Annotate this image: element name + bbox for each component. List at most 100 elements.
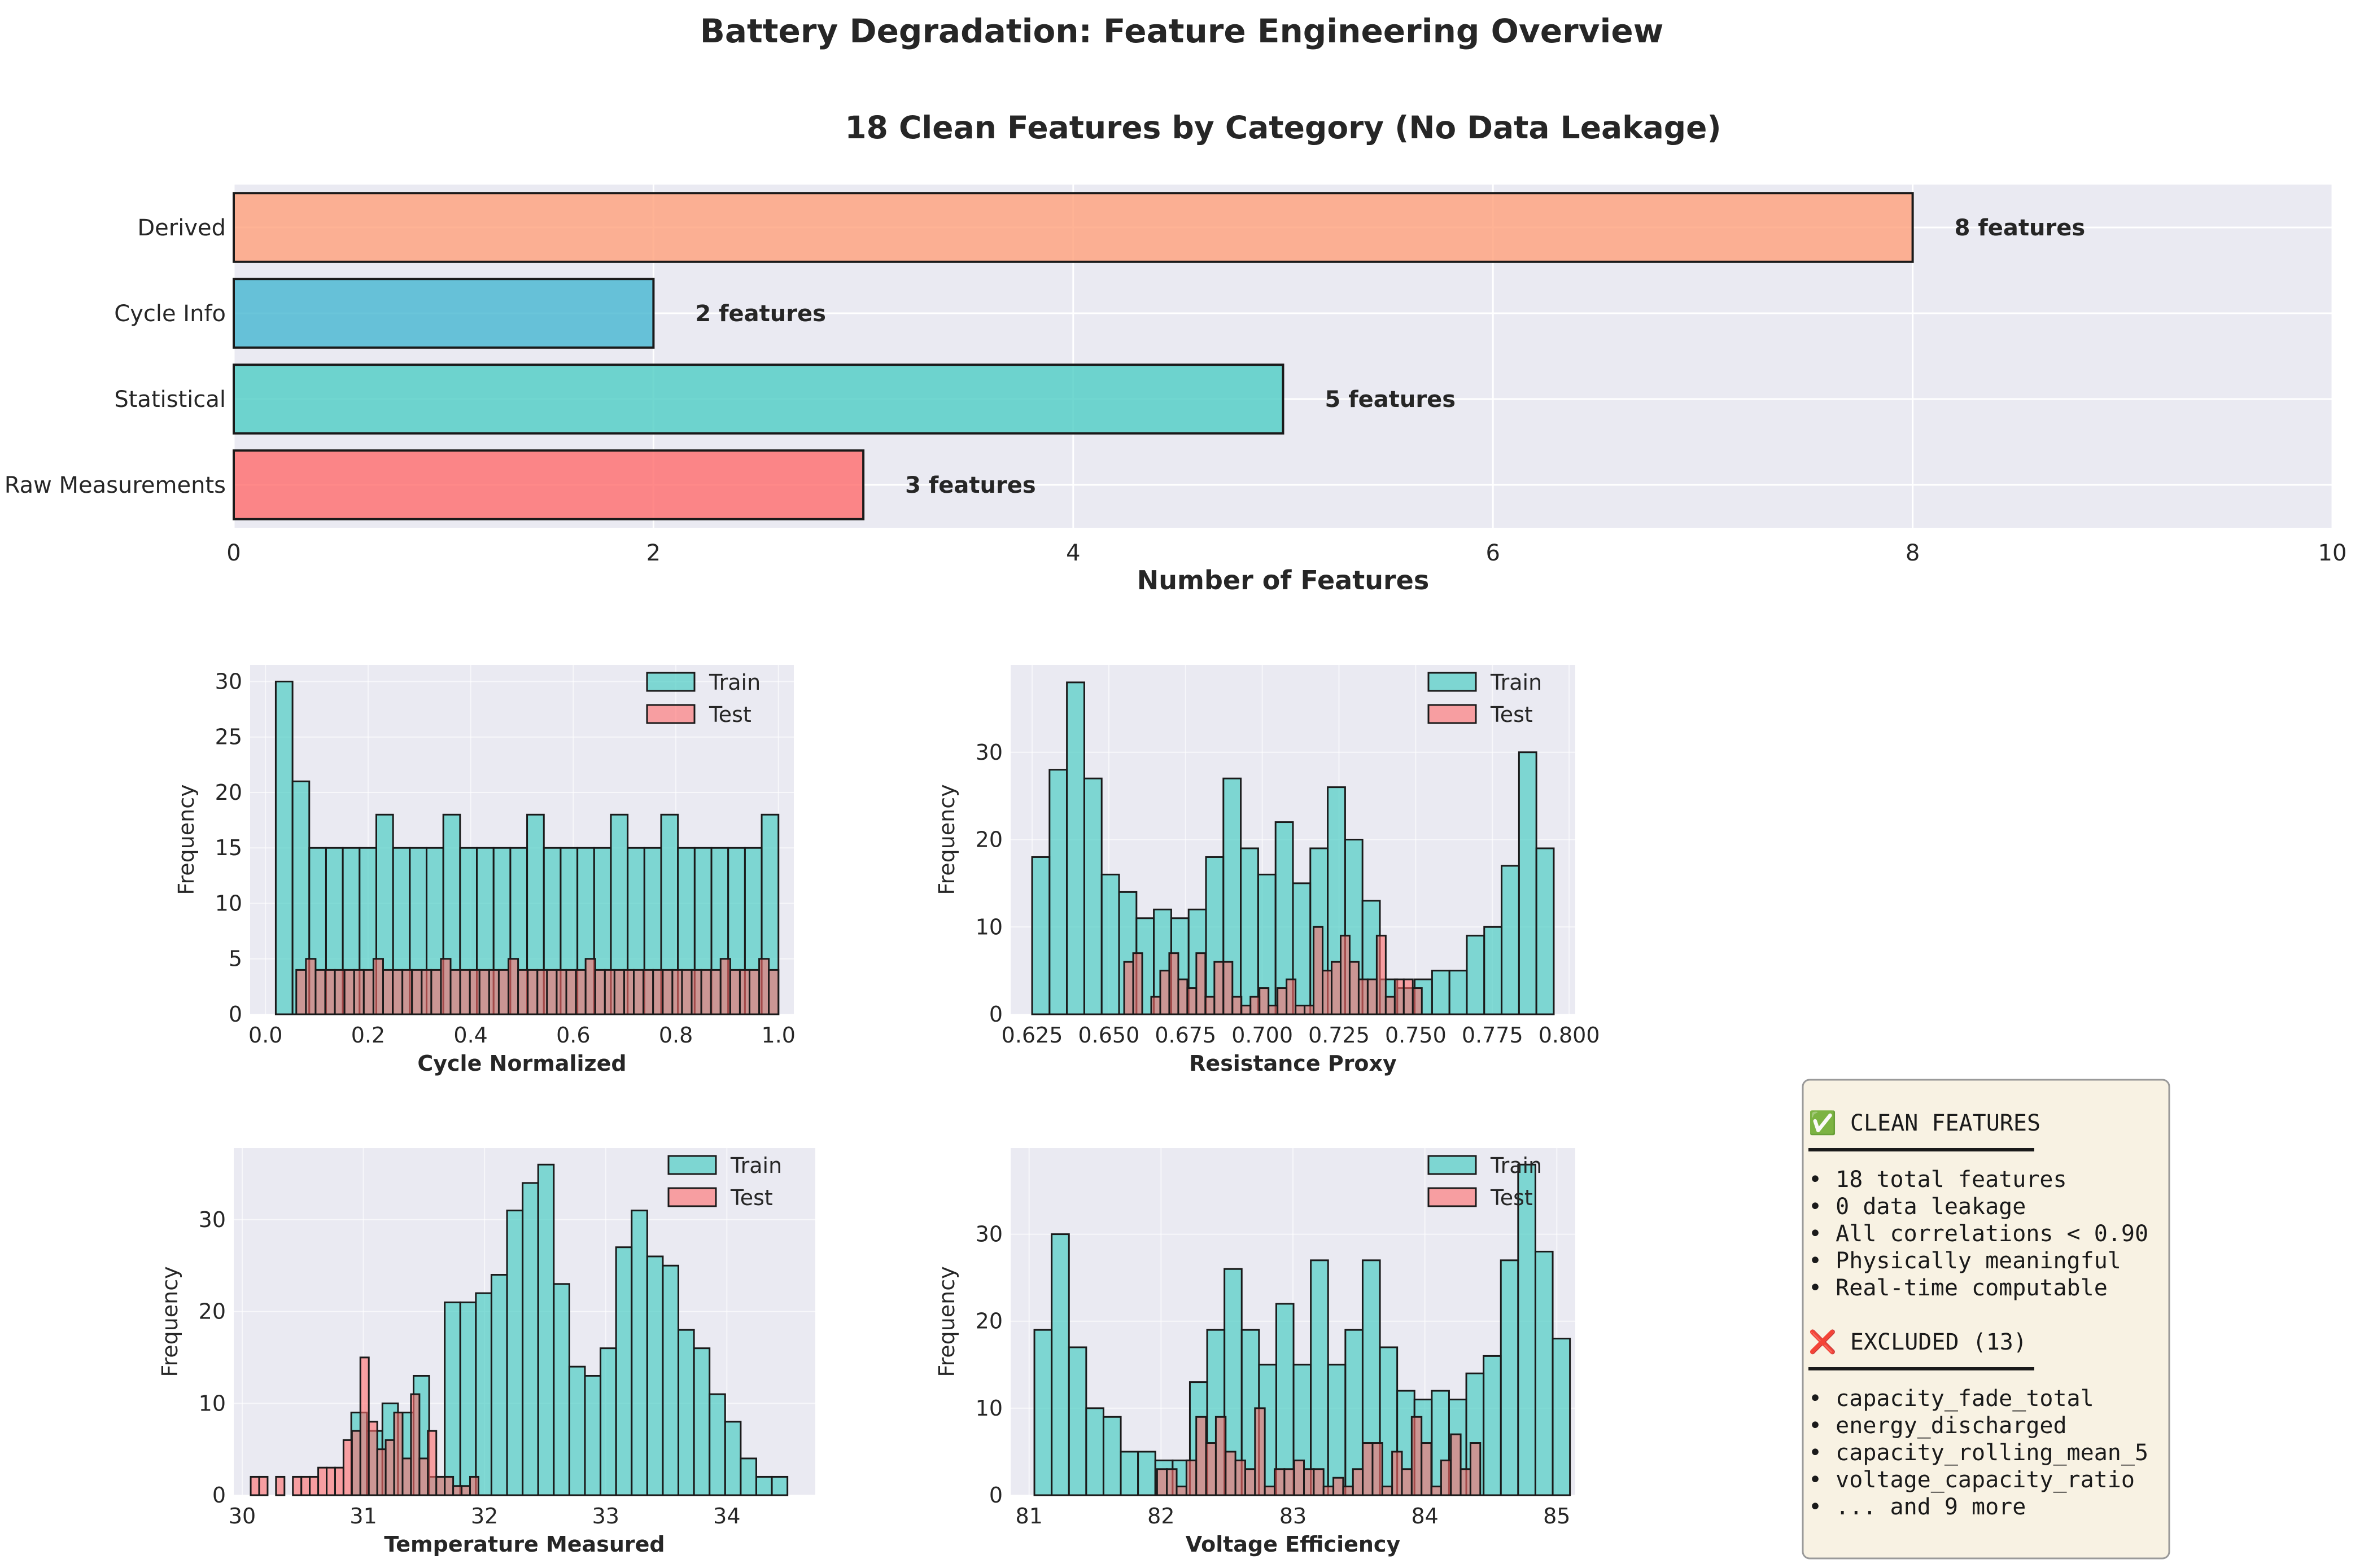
test-histogram-bar: [556, 969, 567, 1015]
y-tick-label: 10: [976, 1396, 1003, 1421]
test-histogram-bar: [652, 969, 664, 1015]
test-histogram-bar: [1293, 1459, 1305, 1496]
test-histogram-bar: [1176, 1486, 1187, 1496]
test-histogram-bar: [710, 969, 722, 1015]
test-histogram-bar: [671, 969, 683, 1015]
x-tick-label: 31: [349, 1504, 377, 1528]
x-tick-label: 85: [1543, 1504, 1570, 1528]
train-histogram-bar: [553, 1283, 570, 1496]
x-tick-label: 0.8: [659, 1023, 693, 1048]
x-tick-label: 33: [592, 1504, 619, 1528]
test-histogram-bar: [418, 1457, 429, 1496]
test-histogram-bar: [1393, 978, 1405, 1015]
test-histogram-bar: [317, 1466, 328, 1496]
excluded-item: • voltage_capacity_ratio: [1808, 1467, 2135, 1493]
test-histogram-bar: [1185, 1459, 1198, 1496]
legend-swatch-train: [667, 1155, 717, 1175]
test-histogram-bar: [314, 969, 326, 1015]
x-tick-label: 0.2: [351, 1023, 385, 1048]
test-histogram-bar: [1391, 1451, 1403, 1496]
y-tick-label: 10: [976, 914, 1003, 939]
train-histogram-bar: [1066, 681, 1085, 1015]
y-tick-label: Derived: [137, 215, 226, 241]
test-histogram-bar: [326, 1466, 336, 1496]
train-histogram-bar: [1100, 873, 1120, 1015]
x-tick-label: 0.650: [1078, 1023, 1140, 1048]
test-histogram-bar: [508, 958, 519, 1015]
y-tick-label: Statistical: [114, 387, 226, 413]
histogram-resistance-proxy: 0.625 0.650 0.675 0.700 0.725 0.750 0.775 0.800…: [934, 665, 1600, 1076]
train-histogram-bar: [584, 1374, 602, 1496]
train-histogram-bar: [1483, 926, 1503, 1015]
test-histogram-bar: [1231, 996, 1243, 1015]
test-histogram-bar: [1204, 996, 1216, 1015]
train-histogram-bar: [662, 1264, 680, 1496]
y-tick-label: 25: [215, 725, 242, 750]
train-histogram-bar: [1102, 1416, 1122, 1496]
test-histogram-bar: [1244, 1468, 1256, 1496]
test-histogram-bar: [768, 969, 780, 1015]
test-histogram-bar: [452, 1485, 463, 1496]
test-histogram-bar: [1259, 987, 1270, 1015]
y-tick-label: 20: [215, 780, 242, 805]
y-tick-label: 10: [215, 891, 242, 916]
bar-derived: [233, 192, 1914, 263]
feature-category-bar-chart: 18 Clean Features by Category (No Data L…: [5, 110, 2347, 595]
test-histogram-bar: [1348, 961, 1360, 1015]
train-histogram-bar: [568, 1365, 586, 1496]
y-tick-label: Cycle Info: [114, 301, 226, 327]
test-histogram-bar: [1195, 952, 1207, 1015]
test-histogram-bar: [1384, 996, 1396, 1015]
test-histogram-bar: [1159, 970, 1170, 1015]
bar-cycle-info: [233, 278, 655, 349]
test-histogram-bar: [295, 969, 307, 1015]
x-tick-label: 0: [226, 540, 241, 566]
x-tick-label: 81: [1016, 1504, 1043, 1528]
test-histogram-bar: [1410, 1416, 1423, 1496]
test-histogram-bar: [372, 958, 384, 1015]
test-histogram-bar: [305, 958, 317, 1015]
legend-label-test: Test: [730, 1185, 773, 1210]
test-histogram-bar: [1450, 1433, 1462, 1496]
y-tick-label: 0: [989, 1483, 1003, 1508]
train-histogram-bar: [740, 1457, 757, 1496]
test-histogram-bar: [309, 1475, 320, 1496]
y-tick-label: 20: [976, 827, 1003, 852]
test-histogram-bar: [1401, 1468, 1413, 1496]
x-tick-label: 0.750: [1385, 1023, 1447, 1048]
test-histogram-bar: [382, 969, 394, 1015]
test-histogram-bar: [1352, 1468, 1364, 1496]
x-tick-label: 84: [1411, 1504, 1438, 1528]
test-histogram-bar: [1150, 996, 1161, 1015]
y-tick-label: 20: [199, 1299, 226, 1324]
test-histogram-bar: [430, 969, 442, 1015]
x-tick-label: 0.800: [1539, 1023, 1600, 1048]
train-histogram-bar: [615, 1246, 633, 1496]
x-tick-label: 30: [229, 1504, 256, 1528]
test-histogram-bar: [1283, 1468, 1295, 1496]
test-histogram-bar: [1249, 996, 1261, 1015]
x-tick-label: 2: [646, 540, 661, 566]
test-histogram-bar: [353, 969, 365, 1015]
test-histogram-bar: [469, 1475, 479, 1496]
legend-label-test: Test: [1490, 1185, 1533, 1210]
test-histogram-bar: [401, 969, 413, 1015]
x-tick-label: 82: [1147, 1504, 1174, 1528]
figure-suptitle: Battery Degradation: Feature Engineering…: [700, 12, 1664, 50]
test-histogram-bar: [1339, 935, 1351, 1015]
train-histogram-bar: [522, 1182, 539, 1496]
x-axis-label: Voltage Efficiency: [1186, 1532, 1401, 1557]
test-histogram-bar: [584, 958, 596, 1015]
x-tick-label: 83: [1279, 1504, 1306, 1528]
excluded-item: • capacity_rolling_mean_5: [1808, 1440, 2148, 1466]
y-tick-label: 10: [199, 1391, 226, 1416]
train-histogram-bar: [1275, 1303, 1295, 1496]
test-histogram-bar: [729, 969, 741, 1015]
train-histogram-bar: [506, 1210, 524, 1496]
test-histogram-bar: [633, 969, 645, 1015]
test-histogram-bar: [565, 969, 577, 1015]
train-histogram-bar: [1501, 865, 1520, 1015]
test-histogram-bar: [324, 969, 336, 1015]
excluded-item: • capacity_fade_total: [1808, 1386, 2094, 1412]
test-histogram-bar: [449, 969, 461, 1015]
